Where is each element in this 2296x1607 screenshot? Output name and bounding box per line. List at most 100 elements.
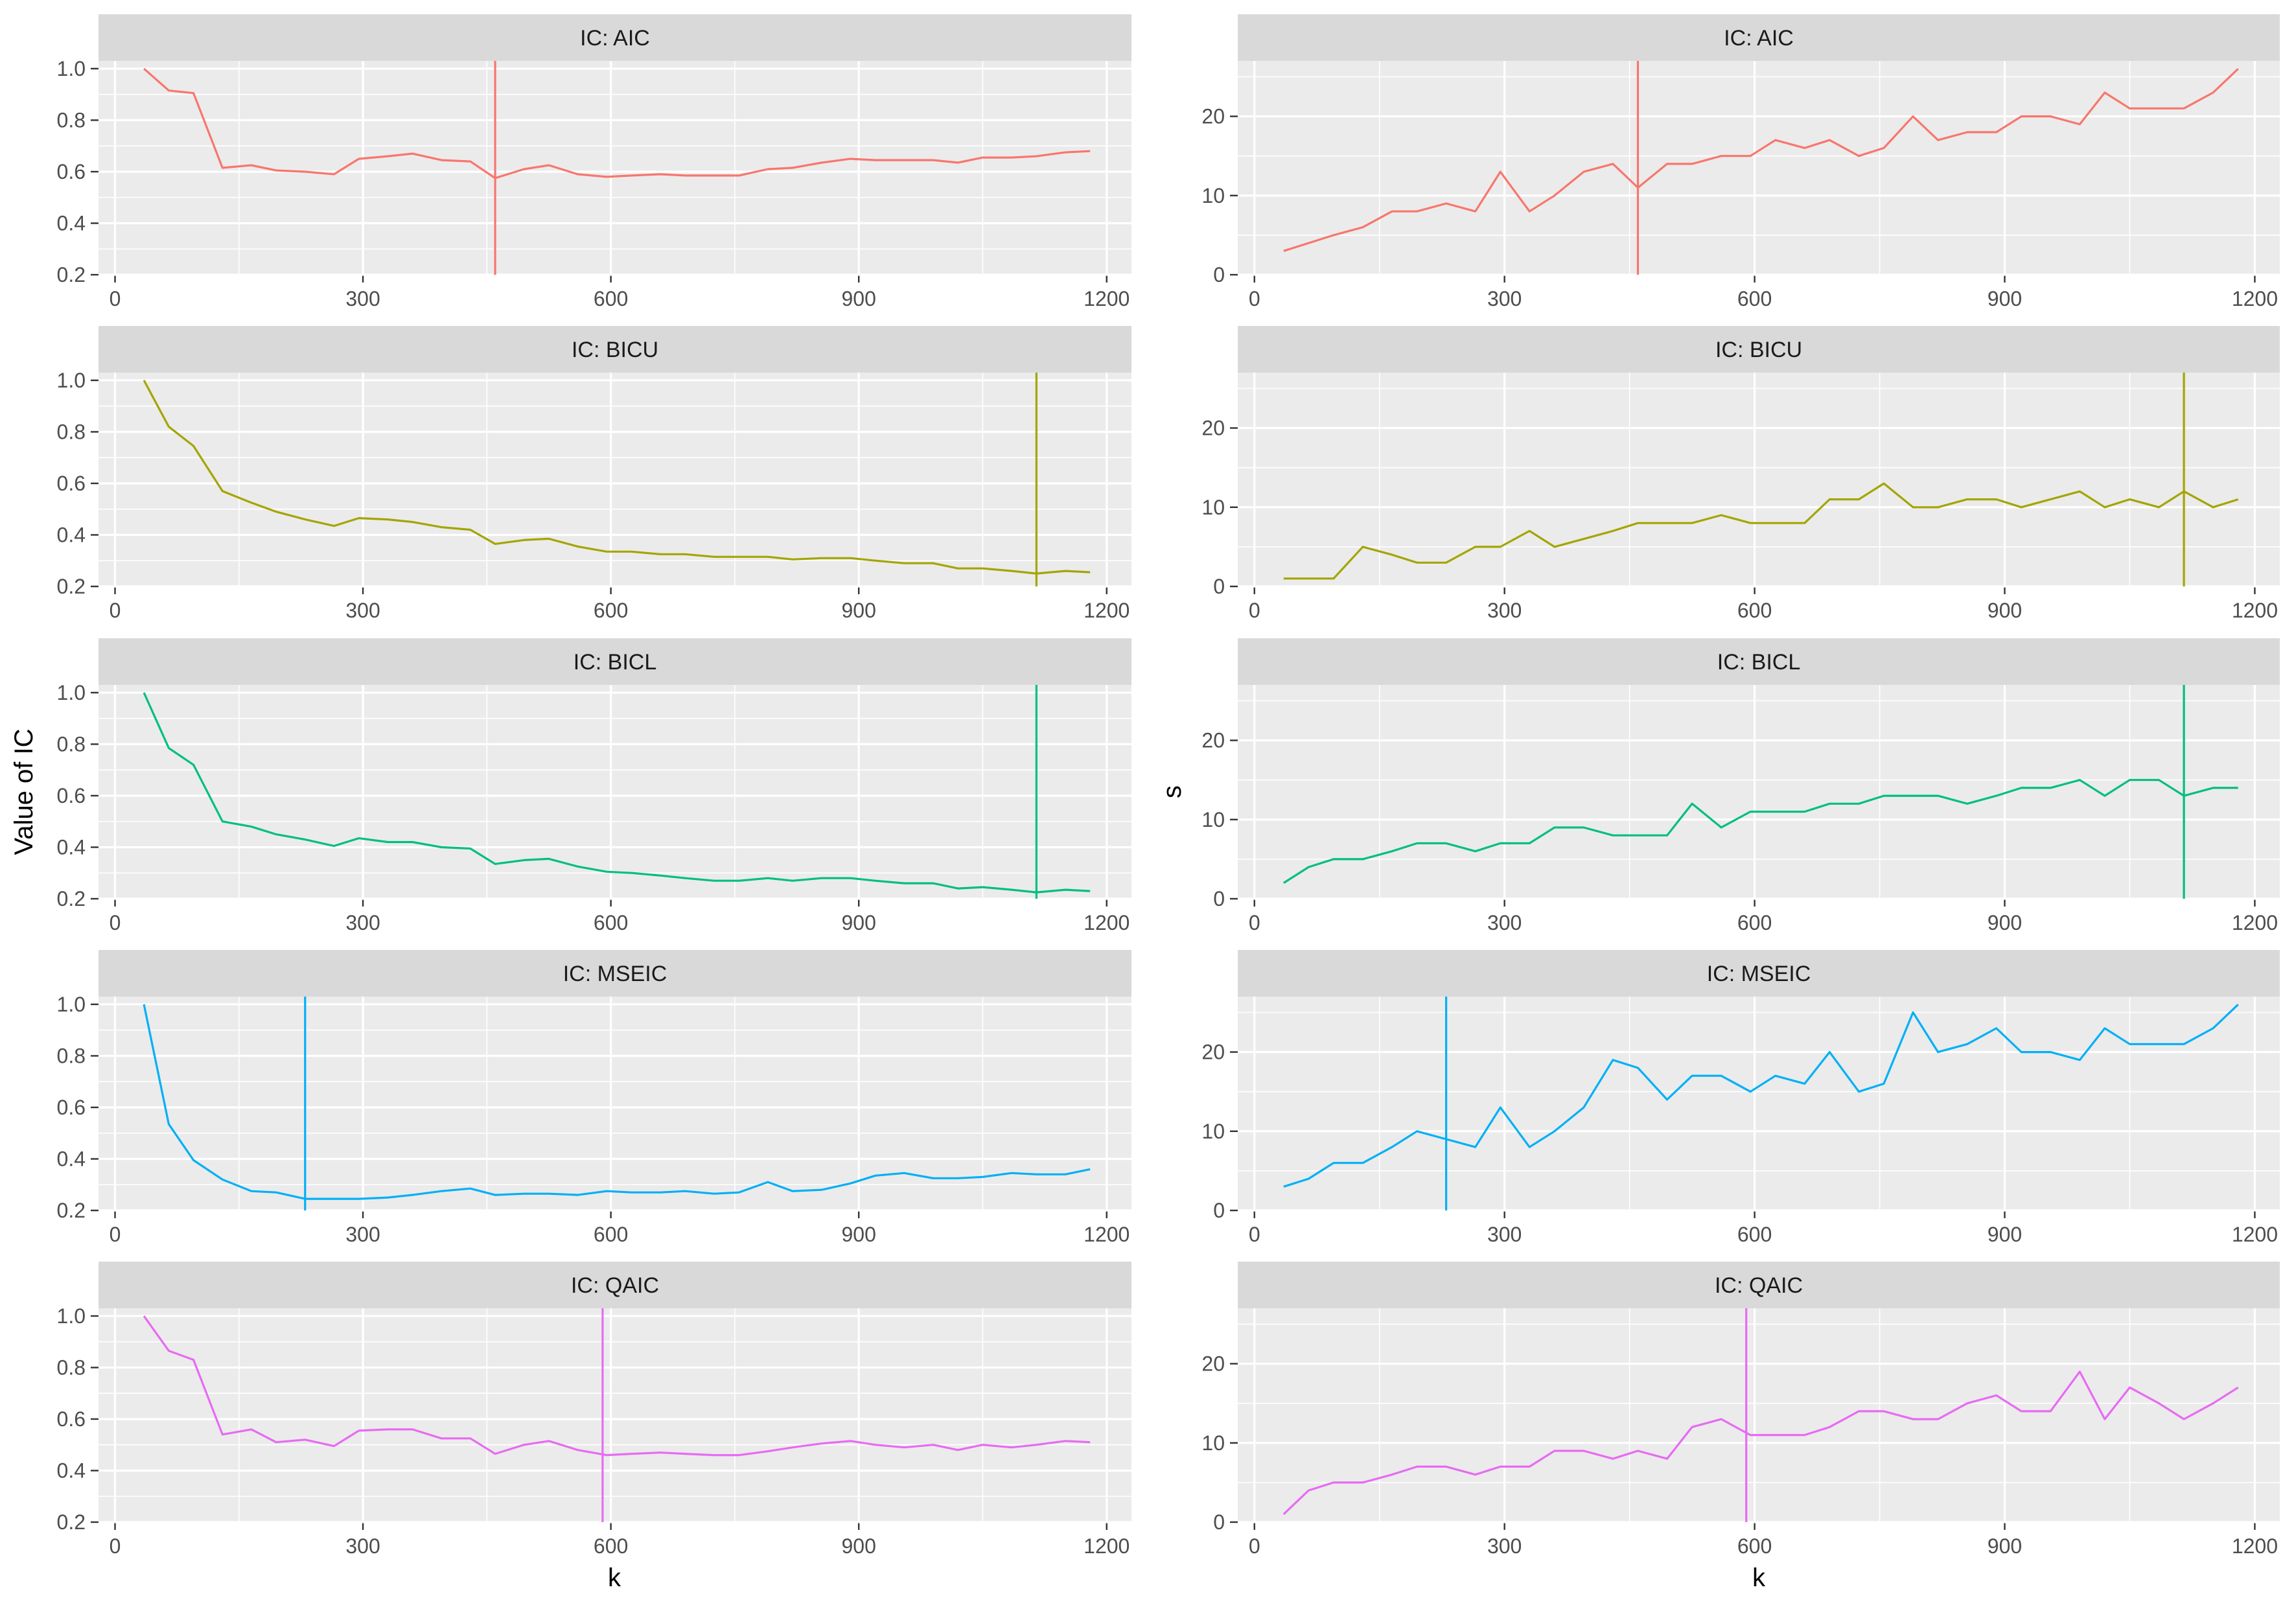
x-tick-label: 900 xyxy=(1988,1223,2022,1246)
x-tick-label: 1200 xyxy=(2232,287,2278,310)
panel-background-bicl-ic xyxy=(99,685,1131,899)
panel-background-qaic-ic xyxy=(99,1308,1131,1522)
x-tick-label: 900 xyxy=(841,599,875,622)
x-tick-label: 600 xyxy=(594,1223,628,1246)
y-tick-label: 0.4 xyxy=(57,523,86,546)
y-tick-label: 0 xyxy=(1213,575,1225,598)
strip-label-bicu-ic: IC: BICU xyxy=(572,338,658,362)
y-tick-label: 20 xyxy=(1201,729,1225,752)
y-tick-label: 0 xyxy=(1213,1199,1225,1222)
y-tick-label: 0.4 xyxy=(57,211,86,235)
strip-mseic-s xyxy=(1238,950,2280,997)
panel-mseic-s: IC: MSEIC 0 300 600 900 1200 0 10 20 xyxy=(1201,950,2280,1246)
y-tick-label: 0.2 xyxy=(57,575,86,598)
strip-label-bicl-s: IC: BICL xyxy=(1717,650,1800,675)
x-tick-label: 0 xyxy=(110,1223,121,1246)
x-tick-label: 300 xyxy=(345,1223,380,1246)
y-tick-label: 10 xyxy=(1201,808,1225,831)
y-tick-label: 20 xyxy=(1201,417,1225,440)
panel-background-bicu-s xyxy=(1238,373,2280,586)
y-tick-label: 10 xyxy=(1201,1431,1225,1455)
x-tick-label: 1200 xyxy=(2232,1223,2278,1246)
y-tick-label: 1.0 xyxy=(57,1304,86,1328)
series-line-mseic-ic xyxy=(143,1004,1091,1200)
panel-aic-ic: IC: AIC 0 300 600 900 1200 0.2 0.4 0.6 0.8 1.0 xyxy=(57,14,1131,310)
x-tick-label: 1200 xyxy=(1084,599,1130,622)
strip-label-bicl-ic: IC: BICL xyxy=(574,650,656,675)
x-tick-label: 300 xyxy=(1487,599,1522,622)
panel-bicu-s: IC: BICU 0 300 600 900 1200 0 10 20 xyxy=(1201,326,2280,622)
x-tick-label: 300 xyxy=(345,911,380,934)
y-tick-label: 0 xyxy=(1213,263,1225,286)
strip-label-mseic-ic: IC: MSEIC xyxy=(563,962,667,986)
y-tick-label: 1.0 xyxy=(57,681,86,704)
series-line-bicl-ic xyxy=(143,692,1091,894)
x-tick-label: 0 xyxy=(1249,911,1260,934)
x-tick-label: 0 xyxy=(1249,287,1260,310)
series-line-aic-s xyxy=(1283,68,2239,252)
y-tick-label: 0.2 xyxy=(57,887,86,910)
series-line-bicu-s xyxy=(1283,482,2239,580)
x-tick-label: 300 xyxy=(1487,911,1522,934)
x-tick-label: 600 xyxy=(1737,599,1772,622)
x-tick-label: 1200 xyxy=(1084,1223,1130,1246)
y-tick-label: 0.2 xyxy=(57,1199,86,1222)
x-tick-label: 600 xyxy=(594,911,628,934)
x-tick-label: 300 xyxy=(345,599,380,622)
x-tick-label: 900 xyxy=(1988,599,2022,622)
x-tick-label: 0 xyxy=(1249,599,1260,622)
x-tick-label: 600 xyxy=(1737,1534,1772,1558)
y-tick-label: 0 xyxy=(1213,887,1225,910)
x-tick-label: 1200 xyxy=(2232,599,2278,622)
y-tick-label: 0.6 xyxy=(57,160,86,183)
y-tick-label: 1.0 xyxy=(57,369,86,392)
strip-aic-s xyxy=(1238,14,2280,61)
strip-qaic-s xyxy=(1238,1262,2280,1308)
strip-qaic-ic xyxy=(99,1262,1131,1308)
x-tick-label: 1200 xyxy=(1084,1534,1130,1558)
strip-label-qaic-s: IC: QAIC xyxy=(1715,1273,1803,1298)
x-tick-label: 300 xyxy=(345,287,380,310)
y-tick-label: 0.6 xyxy=(57,1096,86,1119)
strip-aic-ic xyxy=(99,14,1131,61)
series-line-bicl-s xyxy=(1282,779,2238,884)
x-tick-label: 300 xyxy=(1487,1223,1522,1246)
y-tick-label: 0.2 xyxy=(57,1510,86,1534)
y-tick-label: 0.6 xyxy=(57,1407,86,1431)
strip-label-qaic-ic: IC: QAIC xyxy=(571,1273,659,1298)
panel-background-bicu-ic xyxy=(99,373,1131,586)
series-line-qaic-s xyxy=(1282,1370,2239,1515)
panel-background-qaic-s xyxy=(1238,1308,2280,1522)
y-tick-label: 0.4 xyxy=(57,1459,86,1482)
panel-mseic-ic: IC: MSEIC 0 300 600 900 1200 0.2 0.4 0.6 0.8 1.0 xyxy=(57,950,1131,1246)
x-tick-label: 900 xyxy=(1988,911,2022,934)
y-tick-label: 20 xyxy=(1201,105,1225,128)
y-tick-label: 1.0 xyxy=(57,57,86,80)
x-tick-label: 600 xyxy=(1737,911,1772,934)
x-tick-label: 0 xyxy=(110,599,121,622)
panel-background-bicl-s xyxy=(1238,685,2280,899)
y-tick-label: 0 xyxy=(1213,1510,1225,1534)
y-tick-label: 0.8 xyxy=(57,1356,86,1379)
y-tick-label: 0.4 xyxy=(57,835,86,859)
y-tick-label: 20 xyxy=(1201,1041,1225,1064)
panel-background-mseic-s xyxy=(1238,997,2280,1210)
y-tick-label: 10 xyxy=(1201,496,1225,519)
x-tick-label: 900 xyxy=(1988,1534,2022,1558)
panel-background-mseic-ic xyxy=(99,997,1131,1210)
series-line-qaic-ic xyxy=(143,1315,1091,1457)
x-tick-label: 0 xyxy=(110,287,121,310)
x-tick-label: 900 xyxy=(841,287,875,310)
y-tick-label: 1.0 xyxy=(57,993,86,1016)
panel-qaic-s: IC: QAIC 0 300 600 900 1200 0 10 20 xyxy=(1201,1262,2280,1558)
strip-bicl-ic xyxy=(99,638,1131,685)
strip-label-aic-ic: IC: AIC xyxy=(580,26,650,51)
x-tick-label: 600 xyxy=(594,287,628,310)
x-tick-label: 600 xyxy=(594,599,628,622)
x-tick-label: 900 xyxy=(841,1534,875,1558)
y-tick-label: 0.2 xyxy=(57,263,86,286)
y-tick-label: 10 xyxy=(1201,1120,1225,1143)
strip-bicl-s xyxy=(1238,638,2280,685)
x-tick-label: 300 xyxy=(1487,1534,1522,1558)
y-tick-label: 20 xyxy=(1201,1352,1225,1376)
